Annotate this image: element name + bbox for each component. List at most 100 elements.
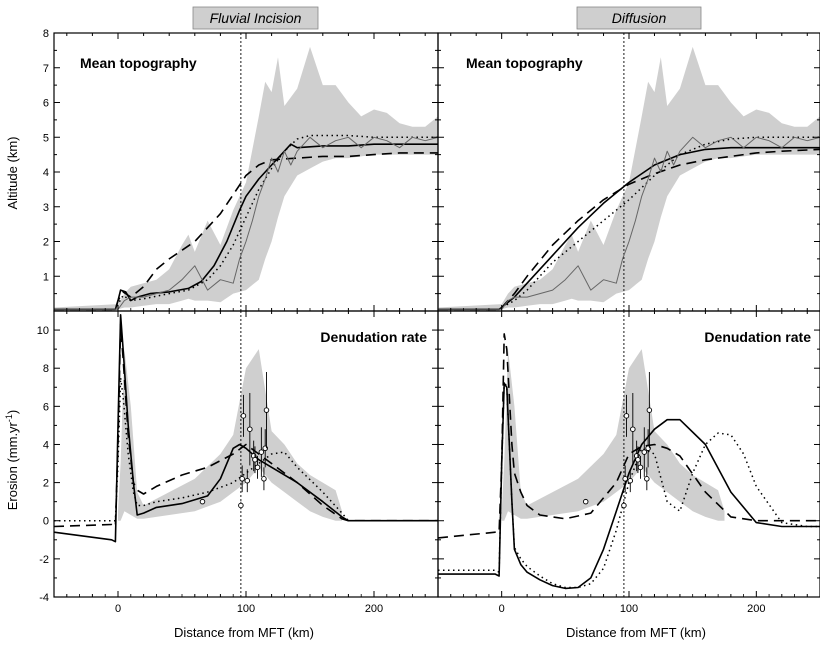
diffusion-denudation-observation-marker bbox=[635, 456, 641, 463]
fluvial-denudation-x-tick-label: 100 bbox=[237, 603, 255, 615]
fluvial-denudation-observation-point bbox=[262, 429, 268, 468]
fluvial-denudation-series-dotted bbox=[54, 376, 438, 522]
fluvial-topography-range-band bbox=[54, 46, 438, 310]
fluvial-denudation-y-tick-label: -2 bbox=[39, 554, 49, 566]
header-fluvial: Fluvial Incision bbox=[192, 6, 319, 30]
fluvial-topography-series-dashed bbox=[54, 152, 438, 311]
diffusion-denudation-observation-marker bbox=[644, 476, 650, 482]
y-axis-label-bottom-end: ) bbox=[5, 410, 20, 414]
diffusion-denudation-x-tick-label: 200 bbox=[747, 603, 765, 615]
fluvial-denudation-observation-marker bbox=[199, 498, 206, 505]
fluvial-denudation-observation-marker bbox=[254, 464, 261, 471]
diffusion-denudation-observation-marker bbox=[623, 413, 630, 419]
diffusion-denudation-observation-point bbox=[621, 501, 627, 510]
fluvial-denudation-observation-marker bbox=[258, 449, 265, 455]
diffusion-denudation-x-tick-label: 100 bbox=[620, 603, 638, 615]
fluvial-denudation-y-tick-label: 8 bbox=[43, 363, 49, 375]
x-axis-label-left: Distance from MFT (km) bbox=[174, 625, 314, 640]
y-axis-label-top: Altitude (km) bbox=[5, 137, 20, 210]
panel-label-fluvial-denudation: Denudation rate bbox=[320, 329, 427, 345]
fluvial-topography-y-tick-label: 4 bbox=[43, 167, 49, 179]
diffusion-denudation-observation-point bbox=[627, 469, 634, 493]
fluvial-topography-y-tick-label: 3 bbox=[43, 202, 49, 214]
diffusion-denudation-observation-point bbox=[646, 372, 653, 449]
fluvial-topography-series-dotted bbox=[54, 134, 438, 311]
diffusion-topography-series-dotted bbox=[438, 136, 820, 311]
fluvial-denudation-observation-marker bbox=[247, 426, 253, 432]
diffusion-denudation-observation-marker bbox=[582, 498, 589, 505]
diffusion-denudation-observation-marker bbox=[646, 407, 653, 413]
fluvial-denudation-observation-point bbox=[261, 467, 267, 491]
fluvial-denudation-y-tick-label: -4 bbox=[39, 592, 49, 604]
diffusion-denudation-observation-point bbox=[635, 446, 641, 474]
panel-label-diffusion-denudation: Denudation rate bbox=[704, 329, 811, 345]
header-diffusion: Diffusion bbox=[576, 6, 702, 30]
x-axis-label-right: Distance from MFT (km) bbox=[566, 625, 706, 640]
fluvial-denudation-x-tick-label: 0 bbox=[115, 603, 121, 615]
y-axis-label-bottom-sup: -1 bbox=[4, 414, 14, 422]
diffusion-denudation-observation-marker bbox=[622, 476, 628, 482]
header-fluvial-box bbox=[192, 6, 319, 30]
panel-fluvial-denudation: 0 100 200 -4 -2 0 2 4 6 8 10 bbox=[37, 310, 439, 615]
fluvial-denudation-series-solid bbox=[54, 313, 438, 543]
fluvial-denudation-observation-point bbox=[238, 501, 244, 510]
fluvial-denudation-plot-area bbox=[54, 311, 438, 597]
fluvial-denudation-y-tick-label: 0 bbox=[43, 516, 49, 528]
header-diffusion-box bbox=[576, 6, 702, 30]
fluvial-denudation-range-band bbox=[118, 349, 342, 521]
fluvial-denudation-observation-marker bbox=[244, 477, 251, 484]
header-diffusion-label: Diffusion bbox=[612, 10, 667, 26]
diffusion-denudation-observation-marker bbox=[627, 477, 634, 484]
fluvial-topography-plot-area bbox=[54, 33, 438, 311]
fluvial-topography-series-solid bbox=[54, 143, 438, 311]
fluvial-denudation-observation-marker bbox=[239, 476, 245, 482]
diffusion-denudation-x-tick-label: 0 bbox=[499, 603, 505, 615]
diffusion-topography-plot-area bbox=[438, 33, 820, 311]
fluvial-denudation-observation-point bbox=[263, 372, 270, 449]
fluvial-topography-y-tick-label: 2 bbox=[43, 237, 49, 249]
diffusion-topography-series-thin bbox=[438, 136, 820, 310]
fluvial-topography-y-tick-label: 6 bbox=[43, 98, 49, 110]
panel-label-diffusion-topography: Mean topography bbox=[466, 55, 583, 71]
diffusion-denudation-range-band bbox=[501, 349, 725, 521]
fluvial-denudation-y-tick-label: 4 bbox=[43, 439, 49, 451]
diffusion-denudation-observation-marker bbox=[621, 502, 627, 509]
panel-diffusion-topography bbox=[437, 32, 820, 312]
fluvial-denudation-y-tick-label: 6 bbox=[43, 401, 49, 413]
fluvial-denudation-observation-marker bbox=[240, 413, 247, 419]
fluvial-denudation-observation-point bbox=[244, 469, 251, 493]
fluvial-denudation-x-tick-label: 200 bbox=[365, 603, 383, 615]
fluvial-denudation-observation-point bbox=[240, 394, 247, 437]
panel-label-fluvial-topography: Mean topography bbox=[80, 55, 197, 71]
fluvial-denudation-y-tick-label: 10 bbox=[37, 325, 49, 337]
diffusion-denudation-observation-point bbox=[622, 465, 628, 493]
fluvial-denudation-y-tick-label: 2 bbox=[43, 478, 49, 490]
fluvial-denudation-observation-point bbox=[247, 392, 253, 466]
diffusion-denudation-observation-point bbox=[623, 394, 630, 437]
fluvial-topography-series-thin bbox=[54, 136, 438, 310]
fluvial-denudation-observation-point bbox=[258, 427, 265, 477]
diffusion-denudation-plot-area bbox=[438, 311, 820, 597]
diffusion-denudation-observation-point bbox=[630, 392, 636, 466]
header-fluvial-label: Fluvial Incision bbox=[210, 10, 302, 26]
diffusion-denudation-observation-marker bbox=[630, 426, 636, 432]
diffusion-denudation-observation-point bbox=[644, 467, 650, 491]
diffusion-denudation-observation-point bbox=[637, 455, 644, 479]
fluvial-denudation-observation-point bbox=[239, 465, 245, 493]
diffusion-denudation-observation-point bbox=[641, 427, 648, 477]
y-axis-label-bottom: Erosion (mm.yr-1) bbox=[4, 410, 20, 510]
diffusion-denudation-observation-marker bbox=[637, 464, 644, 471]
fluvial-denudation-observation-point bbox=[254, 455, 261, 479]
fluvial-topography-y-tick-label: 5 bbox=[43, 132, 49, 144]
fluvial-denudation-observation-marker bbox=[252, 456, 258, 463]
y-axis-label-bottom-main: Erosion (mm.yr bbox=[5, 421, 20, 510]
fluvial-topography-y-tick-label: 7 bbox=[43, 63, 49, 75]
fluvial-topography-y-tick-label: 1 bbox=[43, 271, 49, 283]
diffusion-denudation-series-dashed bbox=[438, 333, 820, 539]
fluvial-topography-y-tick-label: 8 bbox=[43, 28, 49, 40]
diffusion-denudation-observation-point bbox=[582, 498, 589, 505]
diffusion-topography-range-band bbox=[438, 46, 820, 310]
diffusion-denudation-observation-marker bbox=[641, 449, 648, 455]
fluvial-denudation-observation-marker bbox=[263, 407, 270, 413]
